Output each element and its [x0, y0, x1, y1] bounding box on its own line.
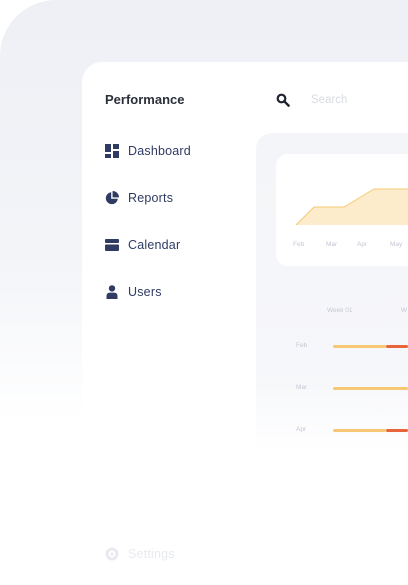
pie-chart-icon	[105, 191, 119, 205]
sidebar-item-label: Calendar	[128, 238, 181, 252]
sidebar-item-label: Settings	[128, 547, 175, 561]
area-line	[295, 188, 408, 226]
search-input[interactable]: Search	[311, 94, 348, 106]
week-header: W	[401, 307, 408, 314]
sidebar-item-label: Users	[128, 285, 162, 299]
timeline-bar[interactable]	[386, 429, 408, 432]
sidebar-item-settings[interactable]: Settings	[105, 547, 175, 561]
timeline-bar[interactable]	[333, 429, 386, 432]
x-tick-label: May	[390, 241, 403, 248]
timeline-row-label: Feb	[296, 342, 308, 349]
timeline-bar[interactable]	[386, 345, 408, 348]
x-tick-label: Mar	[326, 241, 338, 248]
sidebar-item-users[interactable]: Users	[105, 285, 162, 299]
timeline-row-label: Apr	[296, 426, 307, 433]
x-tick-label: Feb	[293, 241, 305, 248]
gear-icon	[105, 547, 119, 561]
timeline-bar[interactable]	[333, 387, 408, 390]
dashboard-icon	[105, 144, 119, 158]
app-title: Performance	[105, 92, 185, 107]
x-tick-label: Apr	[357, 241, 368, 248]
week-header: Week 01	[327, 307, 353, 314]
calendar-icon	[105, 239, 119, 251]
area-fill	[296, 189, 408, 225]
sidebar-item-dashboard[interactable]: Dashboard	[105, 144, 191, 158]
sidebar-item-reports[interactable]: Reports	[105, 191, 173, 205]
sidebar-item-label: Reports	[128, 191, 174, 205]
sidebar-item-calendar[interactable]: Calendar	[105, 238, 180, 252]
timeline-bar[interactable]	[333, 345, 386, 348]
area-chart	[295, 188, 408, 226]
timeline-row-label: Mar	[296, 384, 308, 391]
sidebar-item-label: Dashboard	[128, 144, 191, 158]
user-icon	[106, 285, 118, 299]
search-icon[interactable]	[276, 93, 290, 107]
